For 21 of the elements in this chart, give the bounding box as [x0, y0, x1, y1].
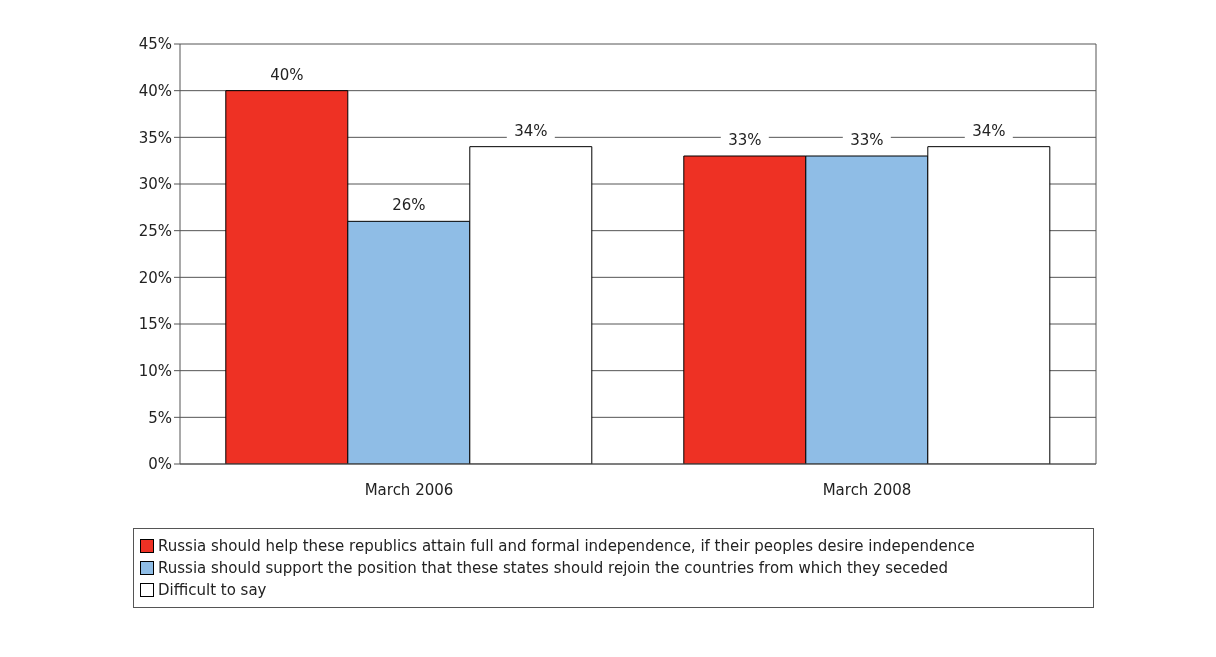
legend-label: Russia should support the position that these states should rejoin the countries from which they seceded [158, 559, 948, 577]
y-tick-label: 15% [138, 315, 172, 334]
legend-label: Russia should help these republics attain full and formal independence, if their peoples desire independence [158, 537, 975, 555]
y-tick-label: 45% [138, 35, 172, 54]
data-label: 34% [514, 121, 548, 140]
data-label: 33% [728, 131, 762, 149]
data-label: 34% [972, 121, 1006, 140]
y-tick-label: 25% [138, 221, 172, 240]
y-tick-label: 30% [138, 175, 172, 194]
y-tick-label: 10% [138, 361, 172, 380]
y-tick-label: 5% [148, 408, 172, 427]
legend-label: Difficult to say [158, 581, 267, 599]
y-tick-label: 0% [148, 455, 172, 474]
y-tick-label: 40% [138, 81, 172, 100]
y-tick-label: 35% [138, 128, 172, 147]
data-label: 33% [850, 131, 884, 149]
x-tick-label: March 2008 [822, 480, 912, 499]
y-tick-label: 20% [138, 268, 172, 287]
x-tick-label: March 2006 [364, 480, 454, 499]
data-label: 40% [270, 65, 304, 84]
data-label: 26% [392, 196, 426, 215]
